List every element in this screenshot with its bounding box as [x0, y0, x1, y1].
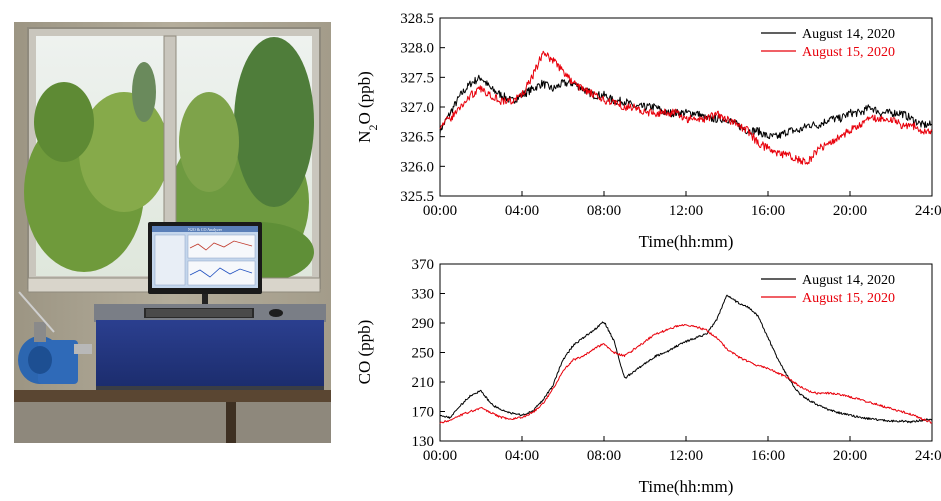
- co-x-tick-label: 08:00: [587, 448, 621, 464]
- co-legend-series1: August 14, 2020: [802, 273, 895, 288]
- n2o-legend-series2: August 15, 2020: [802, 45, 895, 60]
- vacuum-pump: [18, 291, 92, 384]
- n2o-y-axis-label: N2O (ppb): [355, 71, 380, 143]
- co-y-label-main: CO (ppb): [355, 320, 374, 385]
- co-plot-area: 130 170 210 250 290 330 370 00:00 04:00 08:00 12:0…: [412, 257, 941, 464]
- co-chart: 130 170 210 250 290 330 370 00:00 04:00 08:00 12:0…: [355, 257, 941, 496]
- n2o-x-tick-label: 00:00: [423, 203, 457, 219]
- co-y-tick-label: 250: [412, 346, 435, 362]
- n2o-y-tick-label: 327.0: [400, 100, 434, 116]
- co-y-tick-label: 170: [412, 405, 435, 421]
- n2o-x-tick-label: 12:00: [669, 203, 703, 219]
- analyzer-instrument: [94, 304, 326, 392]
- monitor: N2O & CO Analyzer: [148, 222, 262, 308]
- co-x-tick-label: 20:00: [833, 448, 867, 464]
- co-legend: August 14, 2020 August 15, 2020: [761, 273, 895, 306]
- co-y-tick-label: 370: [412, 257, 435, 273]
- co-x-tick-label: 16:00: [751, 448, 785, 464]
- co-x-tick-label: 00:00: [423, 448, 457, 464]
- co-y-tick-label: 210: [412, 375, 435, 391]
- n2o-y-tick-label: 328.0: [400, 41, 434, 57]
- co-series-line-1: [439, 294, 933, 424]
- n2o-x-tick-label: 08:00: [587, 203, 621, 219]
- co-series-line-2: [439, 324, 933, 424]
- analyzer-setup-photo: N2O & CO Analyzer: [14, 22, 331, 443]
- n2o-legend: August 14, 2020 August 15, 2020: [761, 27, 895, 60]
- co-y-tick-label: 330: [412, 287, 435, 303]
- co-y-tick-label: 130: [412, 434, 435, 450]
- n2o-y-tick-label: 327.5: [400, 70, 434, 86]
- n2o-y-label-sub: 2: [366, 125, 380, 131]
- n2o-y-tick-label: 328.5: [400, 11, 434, 27]
- co-x-tick-label: 12:00: [669, 448, 703, 464]
- co-y-axis-label: CO (ppb): [355, 320, 374, 385]
- n2o-y-tick-label: 326.0: [400, 159, 434, 175]
- n2o-y-tick-label: 326.5: [400, 130, 434, 146]
- n2o-x-tick-label: 24:00: [915, 203, 941, 219]
- n2o-chart: 325.5 326.0 326.5 327.0 327.5 328.0 328.5 00:00…: [355, 11, 941, 251]
- n2o-plot-area: 325.5 326.0 326.5 327.0 327.5 328.0 328.5 00:00…: [400, 11, 941, 219]
- co-x-tick-label: 24:00: [915, 448, 941, 464]
- n2o-series-line-1: [439, 74, 933, 140]
- monitor-title: N2O & CO Analyzer: [188, 227, 223, 232]
- n2o-x-tick-label: 16:00: [751, 203, 785, 219]
- co-y-tick-label: 290: [412, 316, 435, 332]
- n2o-x-axis-label: Time(hh:mm): [639, 232, 734, 251]
- n2o-x-tick-label: 20:00: [833, 203, 867, 219]
- co-legend-series2: August 15, 2020: [802, 291, 895, 306]
- n2o-y-tick-label: 325.5: [400, 189, 434, 205]
- co-x-axis-label: Time(hh:mm): [639, 477, 734, 496]
- n2o-y-label-main: N: [355, 131, 374, 143]
- n2o-y-label-rest: O (ppb): [355, 71, 374, 124]
- n2o-legend-series1: August 14, 2020: [802, 27, 895, 42]
- n2o-x-tick-label: 04:00: [505, 203, 539, 219]
- co-x-tick-label: 04:00: [505, 448, 539, 464]
- n2o-series-line-2: [439, 50, 933, 165]
